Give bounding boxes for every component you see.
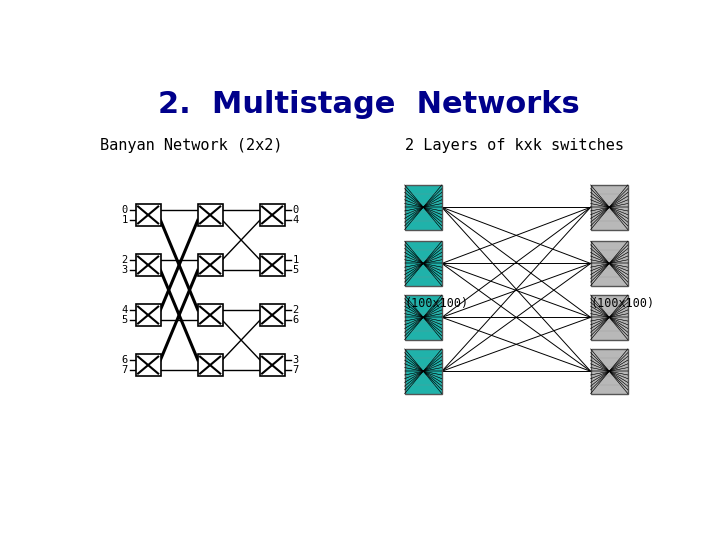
Bar bbox=[590, 349, 628, 394]
Text: 6: 6 bbox=[292, 315, 299, 326]
Bar bbox=[260, 254, 284, 276]
Text: 5: 5 bbox=[122, 315, 128, 326]
Bar bbox=[198, 354, 222, 376]
Text: 2 Layers of kxk switches: 2 Layers of kxk switches bbox=[405, 138, 624, 153]
Text: 2.  Multistage  Networks: 2. Multistage Networks bbox=[158, 90, 580, 119]
Text: 0: 0 bbox=[292, 205, 299, 214]
Text: 3: 3 bbox=[122, 265, 128, 275]
Bar bbox=[405, 349, 442, 394]
Bar bbox=[136, 354, 161, 376]
Text: (100x100): (100x100) bbox=[590, 296, 654, 309]
Bar bbox=[198, 204, 222, 226]
Text: 4: 4 bbox=[122, 305, 128, 315]
Bar bbox=[136, 254, 161, 276]
Bar bbox=[590, 185, 628, 230]
Text: 6: 6 bbox=[122, 355, 128, 365]
Text: 0: 0 bbox=[122, 205, 128, 214]
Bar bbox=[136, 204, 161, 226]
Text: 4: 4 bbox=[292, 215, 299, 225]
Text: 1: 1 bbox=[292, 255, 299, 265]
Bar bbox=[260, 354, 284, 376]
Text: (100x100): (100x100) bbox=[405, 296, 469, 309]
Text: 7: 7 bbox=[292, 366, 299, 375]
Bar bbox=[405, 241, 442, 286]
Bar bbox=[405, 185, 442, 230]
Bar bbox=[198, 304, 222, 326]
Text: 3: 3 bbox=[292, 355, 299, 365]
Text: 5: 5 bbox=[292, 265, 299, 275]
Bar bbox=[405, 295, 442, 340]
Text: 7: 7 bbox=[122, 366, 128, 375]
Bar bbox=[590, 295, 628, 340]
Bar bbox=[198, 254, 222, 276]
Text: 2: 2 bbox=[122, 255, 128, 265]
Text: Banyan Network (2x2): Banyan Network (2x2) bbox=[99, 138, 282, 153]
Bar bbox=[260, 204, 284, 226]
Bar bbox=[590, 241, 628, 286]
Text: 2: 2 bbox=[292, 305, 299, 315]
Bar bbox=[260, 304, 284, 326]
Bar bbox=[136, 304, 161, 326]
Text: 1: 1 bbox=[122, 215, 128, 225]
